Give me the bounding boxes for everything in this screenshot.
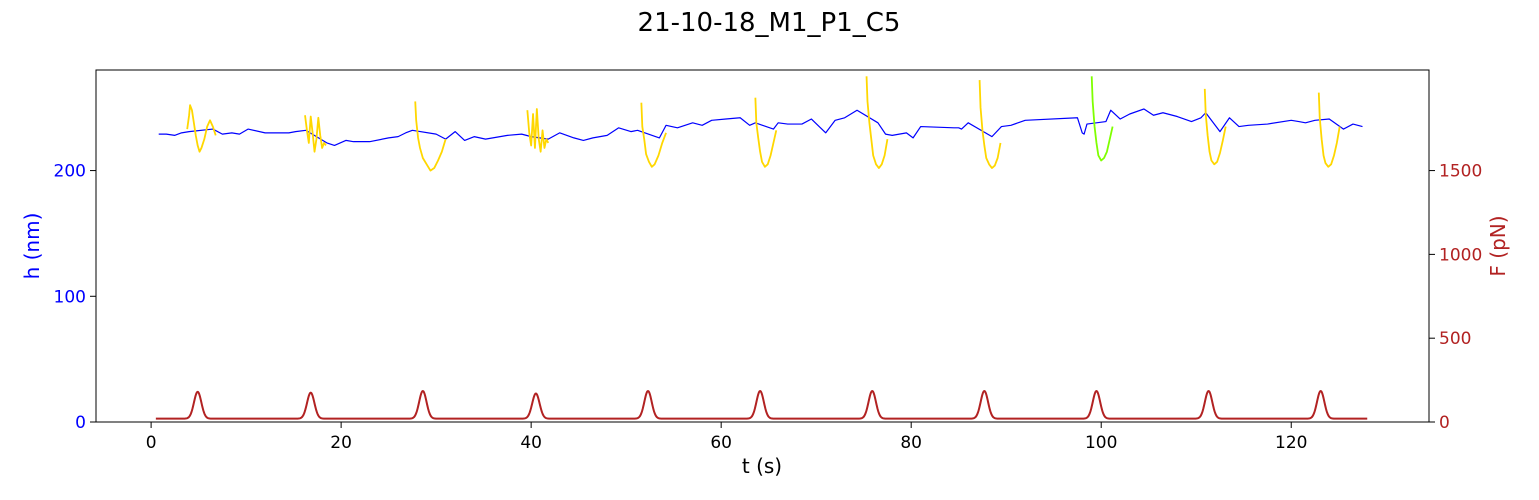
x-tick-label: 60 — [710, 433, 732, 453]
series-line-7 — [865, 76, 889, 169]
y-left-tick-label: 100 — [54, 287, 86, 307]
series-line-3 — [414, 101, 447, 172]
y-axis-left-label: h (nm) — [20, 213, 44, 280]
y-left-tick-label: 200 — [54, 162, 86, 182]
series-line-5 — [640, 102, 667, 168]
x-axis: 0 20 40 60 80 100 120 — [146, 422, 1307, 453]
y-axis-left: 0 100 200 — [54, 162, 96, 433]
series-line-10 — [1203, 88, 1227, 166]
series-line-11 — [1317, 92, 1341, 168]
y-right-tick-label: 1500 — [1439, 162, 1482, 182]
y-right-tick-label: 0 — [1439, 413, 1450, 433]
x-tick-label: 80 — [900, 433, 922, 453]
series-line-12 — [155, 389, 1368, 420]
x-tick-label: 20 — [330, 433, 352, 453]
series-line-6 — [754, 97, 778, 168]
y-axis-right-label: F (pN) — [1486, 215, 1510, 276]
y-left-tick-label: 0 — [75, 413, 86, 433]
series-line-8 — [978, 80, 1002, 169]
y-right-tick-label: 1000 — [1439, 245, 1482, 265]
chart-title: 21-10-18_M1_P1_C5 — [638, 8, 901, 38]
plot-frame — [95, 69, 1430, 423]
y-right-tick-label: 500 — [1439, 329, 1471, 349]
x-axis-label: t (s) — [742, 454, 782, 478]
y-axis-right: 0 500 1000 1500 — [1429, 162, 1482, 433]
x-tick-label: 0 — [146, 433, 157, 453]
plot-area — [95, 69, 1430, 423]
series-line-0 — [158, 108, 1363, 147]
x-tick-label: 120 — [1275, 433, 1307, 453]
x-tick-label: 100 — [1085, 433, 1117, 453]
series-line-4 — [526, 108, 550, 153]
series-line-2 — [304, 115, 327, 153]
series-line-9 — [1090, 76, 1114, 162]
series-line-1 — [186, 104, 217, 153]
x-tick-label: 40 — [520, 433, 542, 453]
